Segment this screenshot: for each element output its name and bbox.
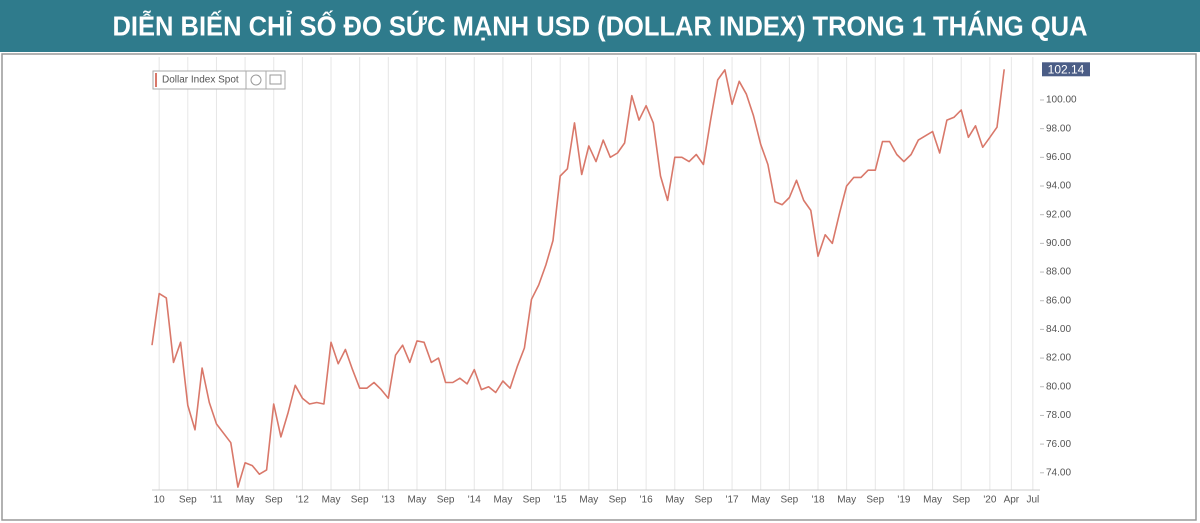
legend-label: Dollar Index Spot bbox=[162, 75, 239, 86]
y-tick-label: 82.00 bbox=[1046, 353, 1071, 364]
x-tick-label: May bbox=[236, 495, 255, 506]
x-tick-label: May bbox=[579, 495, 598, 506]
x-tick-label: Sep bbox=[523, 495, 541, 506]
x-tick-label: '14 bbox=[468, 495, 481, 506]
x-tick-label: May bbox=[837, 495, 856, 506]
x-tick-label: '19 bbox=[897, 495, 910, 506]
y-tick-label: 90.00 bbox=[1046, 238, 1071, 249]
x-tick-label: Sep bbox=[265, 495, 283, 506]
chart-title: DIỄN BIẾN CHỈ SỐ ĐO SỨC MẠNH USD (DOLLAR… bbox=[113, 9, 1088, 41]
legend: Dollar Index Spot bbox=[152, 70, 286, 90]
y-tick-label: 76.00 bbox=[1046, 439, 1071, 450]
x-tick-label: Sep bbox=[351, 495, 369, 506]
y-tick-label: 88.00 bbox=[1046, 267, 1071, 278]
x-tick-label: Sep bbox=[695, 495, 713, 506]
line-series bbox=[151, 69, 1005, 488]
x-tick-label: '17 bbox=[726, 495, 739, 506]
x-tick-label: '16 bbox=[640, 495, 653, 506]
x-tick-label: May bbox=[923, 495, 942, 506]
x-tick-label: Sep bbox=[609, 495, 627, 506]
x-tick-label: Sep bbox=[780, 495, 798, 506]
plot-frame bbox=[1, 53, 1197, 521]
x-tick-label: May bbox=[665, 495, 684, 506]
y-tick-label: 78.00 bbox=[1046, 410, 1071, 421]
x-tick-label: '18 bbox=[811, 495, 824, 506]
last-value-box bbox=[1042, 62, 1090, 77]
x-tick-label: Sep bbox=[866, 495, 884, 506]
x-tick-label: '12 bbox=[296, 495, 309, 506]
y-tick-label: 84.00 bbox=[1046, 324, 1071, 335]
x-tick-label: '20 bbox=[983, 495, 996, 506]
y-tick-label: 92.00 bbox=[1046, 209, 1071, 220]
y-tick-label: 94.00 bbox=[1046, 181, 1071, 192]
y-tick-label: 80.00 bbox=[1046, 381, 1071, 392]
y-tick-label: 98.00 bbox=[1046, 123, 1071, 134]
x-tick-label: May bbox=[493, 495, 512, 506]
legend-settings-icon bbox=[269, 74, 282, 85]
x-tick-label: Apr bbox=[1004, 495, 1020, 506]
x-tick-label: Sep bbox=[437, 495, 455, 506]
y-tick-label: 96.00 bbox=[1046, 152, 1071, 163]
x-tick-label: Sep bbox=[952, 495, 970, 506]
y-tick-label: 100.00 bbox=[1046, 95, 1077, 106]
x-tick-label: Jul bbox=[1026, 495, 1039, 506]
x-tick-label: '11 bbox=[210, 495, 223, 506]
x-tick-label: '15 bbox=[554, 495, 567, 506]
x-tick-label: May bbox=[408, 495, 427, 506]
x-tick-label: May bbox=[751, 495, 770, 506]
y-tick-label: 86.00 bbox=[1046, 295, 1071, 306]
title-banner bbox=[0, 0, 1200, 52]
x-tick-label: Sep bbox=[179, 495, 197, 506]
legend-box bbox=[152, 70, 286, 90]
x-tick-label: 10 bbox=[154, 495, 166, 506]
x-tick-label: '13 bbox=[382, 495, 395, 506]
legend-refresh-icon bbox=[250, 74, 262, 86]
y-tick-label: 74.00 bbox=[1046, 467, 1071, 478]
last-value-label: 102.14 bbox=[1048, 62, 1085, 76]
x-tick-label: May bbox=[322, 495, 341, 506]
